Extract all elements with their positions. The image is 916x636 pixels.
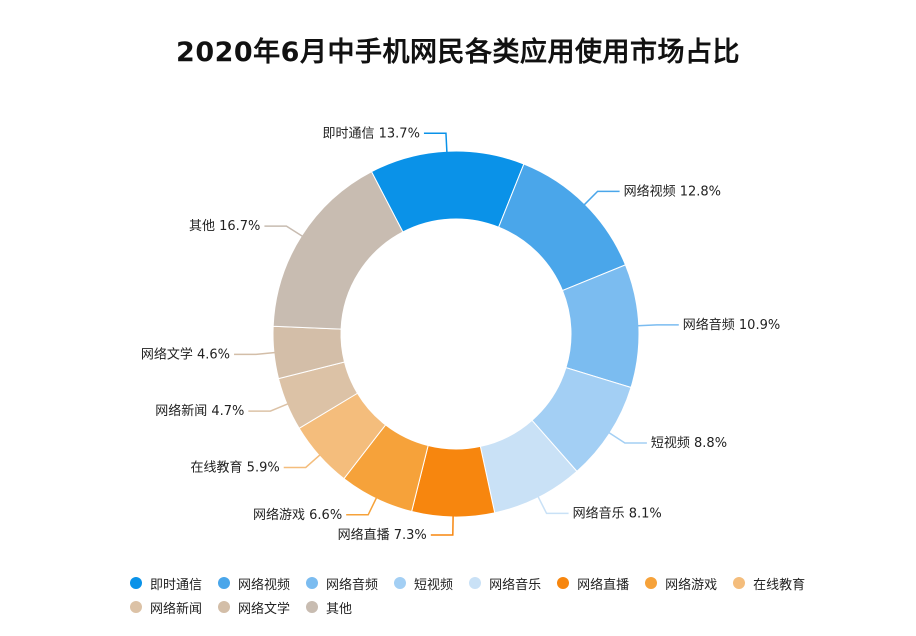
slice-labels-group: 即时通信 13.7% 网络视频 12.8% 网络音频 10.9% 短视频 8.8% 网络… xyxy=(141,126,780,543)
slice-label-8: 网络新闻 4.7% xyxy=(155,403,244,419)
legend-item-4[interactable]: 网络音乐 xyxy=(469,574,542,593)
slice-label-3: 短视频 8.8% xyxy=(651,436,727,451)
legend-dot-icon xyxy=(306,577,319,589)
slice-label-0: 即时通信 13.7% xyxy=(323,126,420,141)
legend-item-5[interactable]: 网络直播 xyxy=(557,574,630,593)
leader-line-10 xyxy=(264,225,306,239)
legend-label: 网络游戏 xyxy=(665,577,718,593)
leader-line-6 xyxy=(346,494,379,516)
legend-label: 即时通信 xyxy=(150,577,203,593)
slice-label-4: 网络音乐 8.1% xyxy=(573,505,662,521)
legend-item-3[interactable]: 短视频 xyxy=(394,574,454,593)
legend-label: 网络直播 xyxy=(577,577,630,593)
legend-dot-icon xyxy=(733,577,746,589)
legend-dot-icon xyxy=(394,577,407,589)
slice-label-7: 在线教育 5.9% xyxy=(191,459,280,475)
legend-label: 在线教育 xyxy=(753,577,806,593)
slice-label-6: 网络游戏 6.6% xyxy=(253,507,342,523)
legend-label: 网络视频 xyxy=(238,577,291,593)
legend-item-9[interactable]: 网络文学 xyxy=(218,598,291,617)
legend-dot-icon xyxy=(218,601,231,613)
legend-label: 网络文学 xyxy=(238,601,291,617)
legend-item-6[interactable]: 网络游戏 xyxy=(645,574,718,593)
legend-dot-icon xyxy=(218,577,231,589)
slice-label-9: 网络文学 4.6% xyxy=(141,346,230,362)
legend-dot-icon xyxy=(130,577,142,589)
slice-label-10: 其他 16.7% xyxy=(189,219,260,234)
leader-lines-group xyxy=(234,132,679,536)
leader-line-2 xyxy=(634,324,679,327)
legend-item-0[interactable]: 即时通信 xyxy=(130,574,203,593)
donut-chart: 即时通信 13.7% 网络视频 12.8% 网络音频 10.9% 短视频 8.8% 网络… xyxy=(141,126,780,543)
slices-group xyxy=(272,150,640,518)
legend-dot-icon xyxy=(130,601,142,613)
legend-item-1[interactable]: 网络视频 xyxy=(218,574,291,593)
legend-label: 其他 xyxy=(326,601,353,617)
leader-line-9 xyxy=(234,351,279,356)
legend: 即时通信 网络视频 网络音频 短视频 网络音乐 网络直播 网络游戏 在线教育网络新闻 网络文学 其… xyxy=(130,574,810,617)
chart-title: 2020年6月中手机网民各类应用使用市场占比 xyxy=(176,37,740,68)
legend-item-7[interactable]: 在线教育 xyxy=(733,574,806,593)
leader-line-4 xyxy=(535,493,569,515)
slice-label-1: 网络视频 12.8% xyxy=(624,183,721,199)
legend-item-10[interactable]: 其他 xyxy=(306,598,353,617)
legend-dot-icon xyxy=(306,601,319,613)
leader-line-1 xyxy=(581,190,620,208)
slice-label-5: 网络直播 7.3% xyxy=(338,527,427,543)
slice-label-2: 网络音频 10.9% xyxy=(683,317,780,333)
legend-dot-icon xyxy=(557,577,570,589)
leader-line-0 xyxy=(423,132,448,156)
leader-line-3 xyxy=(606,430,647,444)
legend-label: 短视频 xyxy=(414,577,454,593)
legend-item-2[interactable]: 网络音频 xyxy=(306,574,379,593)
legend-item-8[interactable]: 网络新闻 xyxy=(130,598,203,617)
legend-dot-icon xyxy=(645,577,658,589)
legend-label: 网络新闻 xyxy=(150,601,203,617)
leader-line-8 xyxy=(248,401,291,412)
legend-dot-icon xyxy=(469,577,482,589)
leader-line-7 xyxy=(283,452,323,469)
donut-slice-10[interactable] xyxy=(272,171,404,330)
legend-label: 网络音频 xyxy=(326,577,379,593)
donut-slice-1[interactable] xyxy=(497,163,627,292)
leader-line-5 xyxy=(430,512,454,536)
legend-label: 网络音乐 xyxy=(489,577,542,593)
